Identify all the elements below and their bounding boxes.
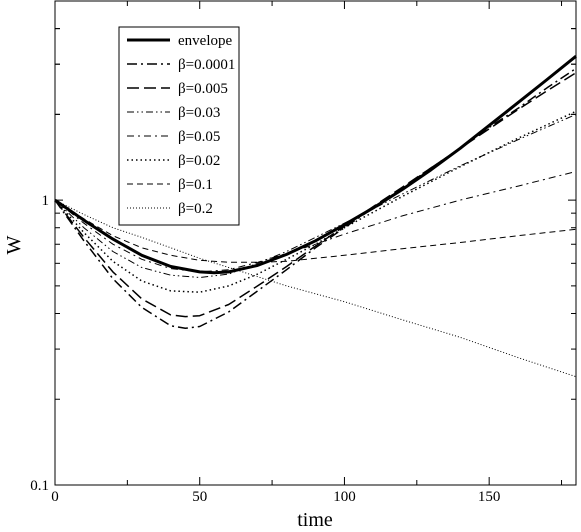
legend-label: envelope (178, 33, 232, 49)
legend-label: β=0.1 (178, 177, 213, 193)
plot-frame (54, 0, 577, 486)
legend-label: β=0.03 (178, 105, 220, 121)
series-line-0 (54, 55, 577, 275)
legend-label: β=0.2 (178, 201, 213, 217)
legend-label: β=0.05 (178, 129, 220, 145)
x-tick-label: 150 (478, 489, 501, 505)
legend-label: β=0.02 (178, 153, 220, 169)
y-axis-title: W (3, 235, 25, 254)
x-tick-label: 50 (192, 489, 207, 505)
legend: envelope β=0.0001 β=0.005 β=0.03 β=0.05 β=0.0… (118, 26, 240, 226)
x-tick-label: 100 (333, 489, 356, 505)
series-line-7 (54, 199, 577, 378)
y-tick-label: 0.1 (30, 478, 49, 494)
legend-label: β=0.005 (178, 81, 228, 97)
legend-box (118, 26, 240, 226)
series-line-5 (54, 110, 577, 293)
series-line-6 (54, 199, 577, 263)
x-axis-title: time (297, 509, 333, 531)
y-tick-label: 1 (42, 193, 50, 209)
series-line-2 (54, 72, 577, 318)
series-line-3 (54, 113, 577, 278)
series-line-1 (54, 67, 577, 330)
series-line-4 (54, 171, 577, 273)
x-tick-label: 0 (51, 489, 59, 505)
legend-label: β=0.0001 (178, 57, 235, 73)
